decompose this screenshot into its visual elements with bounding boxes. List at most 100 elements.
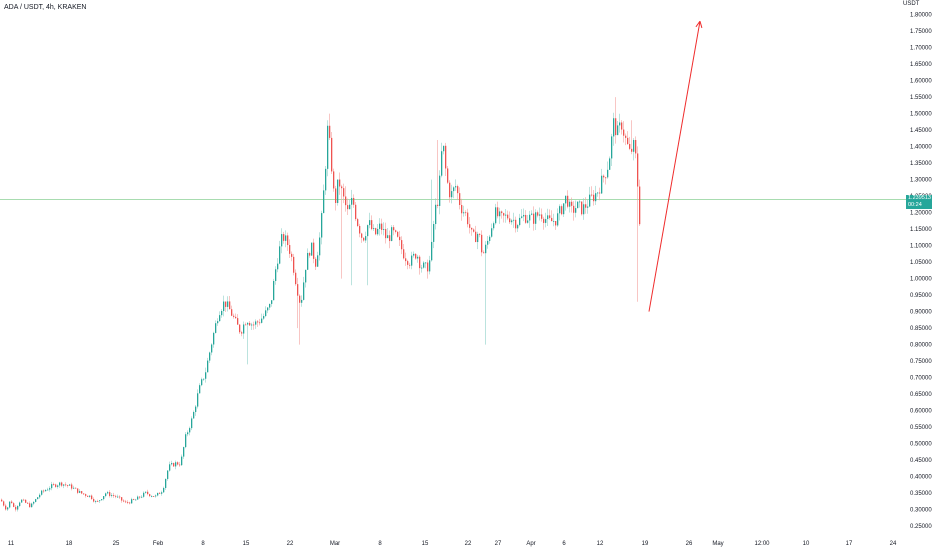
candle-body — [25, 499, 27, 503]
candle-body — [45, 490, 47, 492]
candle-body — [305, 269, 307, 283]
candle-body — [243, 324, 245, 334]
candle-body — [75, 487, 77, 489]
candle-body — [557, 213, 559, 226]
candle-body — [257, 321, 259, 323]
candle-body — [275, 269, 277, 281]
candle-body — [109, 492, 111, 496]
candle-body — [371, 220, 373, 230]
candle-body — [601, 175, 603, 194]
candle-body — [291, 253, 293, 257]
candle-body — [387, 235, 389, 239]
candle-body — [131, 499, 133, 504]
arrow-head — [695, 20, 701, 28]
candle-body — [397, 231, 399, 237]
candle-body — [187, 432, 189, 435]
candle-body — [455, 186, 457, 188]
candle-body — [219, 315, 221, 322]
candle-body — [321, 213, 323, 238]
candle-body — [619, 122, 621, 126]
candle-body — [441, 151, 443, 176]
candle-body — [569, 201, 571, 207]
candle-body — [547, 215, 549, 220]
candle-body — [21, 499, 23, 503]
candle-body — [369, 220, 371, 226]
candle-body — [41, 490, 43, 495]
x-tick-label: Feb — [153, 541, 164, 547]
candle-body — [3, 501, 5, 506]
x-tick-label: 6 — [562, 541, 566, 547]
candle-body — [327, 125, 329, 169]
candle-body — [1, 499, 3, 502]
x-tick-label: 22 — [465, 541, 472, 547]
currency-label[interactable]: USDT — [903, 1, 920, 7]
candle-body — [499, 211, 501, 217]
candle-body — [251, 324, 253, 326]
candle-body — [611, 136, 613, 159]
candle-body — [403, 249, 405, 259]
candle-body — [483, 252, 485, 254]
candle-body — [429, 260, 431, 272]
candle-body — [577, 201, 579, 209]
candle-body — [383, 229, 385, 230]
candle-body — [107, 492, 109, 494]
candle-body — [303, 282, 305, 300]
candle-body — [57, 485, 59, 487]
candle-body — [323, 190, 325, 214]
x-tick-label: 17 — [846, 541, 853, 547]
candle-body — [531, 213, 533, 215]
candle-body — [461, 204, 463, 214]
candle-body — [337, 179, 339, 203]
candle-body — [511, 220, 513, 223]
candle-body — [111, 495, 113, 496]
candle-body — [83, 493, 85, 495]
candle-body — [593, 194, 595, 202]
candle-body — [309, 252, 311, 256]
candle-body — [517, 225, 519, 229]
candle-body — [365, 236, 367, 241]
candle-body — [491, 228, 493, 237]
candle-body — [563, 203, 565, 215]
candle-body — [191, 418, 193, 429]
candle-body — [265, 310, 267, 317]
bar-countdown: 00:24 — [908, 201, 922, 208]
candle-body — [495, 207, 497, 224]
candle-body — [193, 412, 195, 419]
candle-body — [145, 491, 147, 493]
candle-body — [561, 206, 563, 215]
candle-body — [515, 219, 517, 229]
candle-body — [81, 491, 83, 494]
candle-body — [351, 197, 353, 205]
candle-body — [185, 434, 187, 448]
candle-body — [417, 256, 419, 259]
candle-body — [89, 495, 91, 497]
candle-body — [347, 205, 349, 210]
candle-body — [105, 493, 107, 497]
time-axis[interactable]: 11 18 25 Feb 8 15 22 Mar 8 15 22 27 Apr 6 12 19 26 May 12:… — [8, 541, 897, 547]
candle-body — [625, 135, 627, 138]
arrow-shaft — [648, 21, 701, 312]
x-tick-label: 15 — [243, 541, 250, 547]
x-tick-label: 11 — [8, 541, 15, 547]
candle-body — [129, 502, 131, 504]
x-tick-label: 26 — [686, 541, 693, 547]
candle-body — [79, 491, 81, 493]
candle-body — [447, 168, 449, 183]
candle-body — [571, 201, 573, 206]
candle-body — [177, 462, 179, 465]
candle-body — [377, 228, 379, 235]
candle-body — [229, 301, 231, 310]
candle-body — [393, 227, 395, 231]
candle-body — [631, 148, 633, 152]
candle-body — [353, 197, 355, 205]
candle-body — [51, 484, 53, 489]
x-tick-label: 15 — [422, 541, 429, 547]
